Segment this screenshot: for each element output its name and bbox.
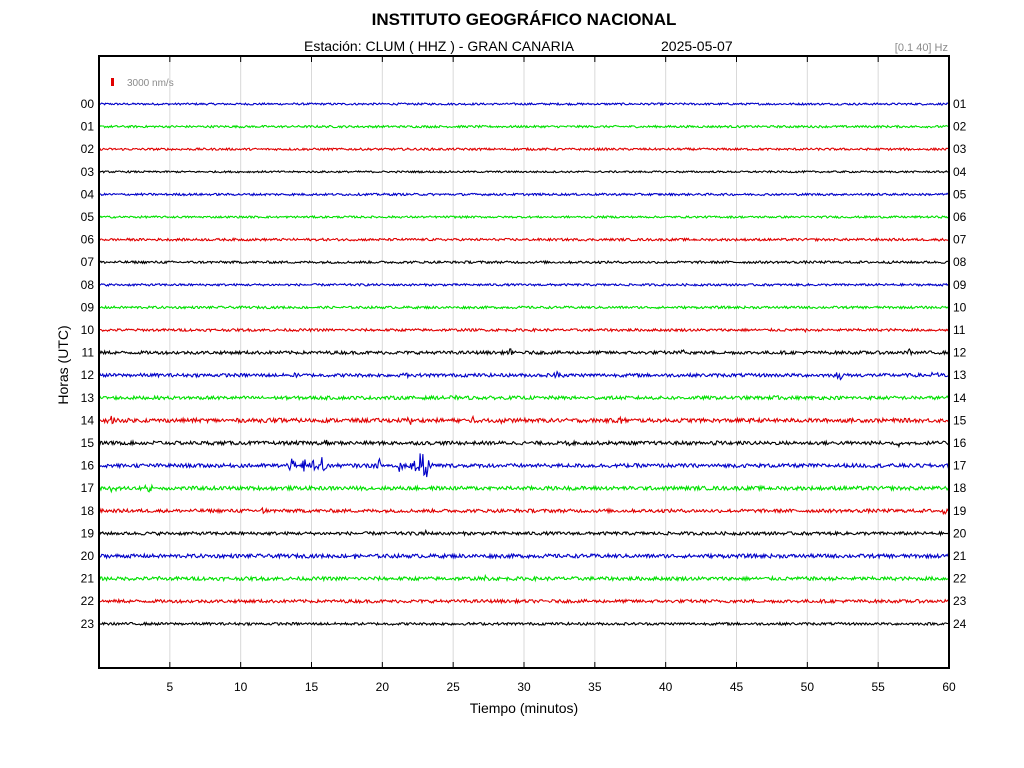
date-label: 2025-05-07 — [661, 38, 733, 54]
trace-hour-08 — [98, 282, 950, 288]
trace-hour-05 — [98, 214, 950, 220]
hour-label-right: 16 — [953, 436, 967, 450]
hour-label-left: 04 — [81, 187, 95, 201]
hour-label-left: 13 — [81, 391, 95, 405]
hour-label-right: 03 — [953, 142, 967, 156]
hour-label-right: 20 — [953, 526, 967, 540]
scale-bar — [111, 78, 114, 86]
hour-label-left: 03 — [81, 165, 95, 179]
hour-label-left: 08 — [81, 278, 95, 292]
trace-hour-02 — [98, 146, 950, 152]
x-tick-label: 5 — [166, 680, 173, 694]
trace-hour-22 — [98, 597, 950, 605]
hour-label-right: 15 — [953, 413, 967, 427]
x-tick-label: 50 — [801, 680, 815, 694]
hour-label-left: 02 — [81, 142, 95, 156]
hour-label-left: 20 — [81, 549, 95, 563]
traces — [98, 101, 950, 627]
hour-label-left: 10 — [81, 323, 95, 337]
trace-hour-03 — [98, 169, 950, 174]
hour-label-left: 18 — [81, 504, 95, 518]
hour-label-right: 19 — [953, 504, 967, 518]
hour-labels: 00 01 02 03 04 05 06 07 08 09 10 11 12 13 14 15 16 17 18 19… — [81, 97, 967, 631]
hour-label-left: 00 — [81, 97, 95, 111]
filter-band-label: [0.1 40] Hz — [894, 42, 948, 54]
hour-label-right: 17 — [953, 459, 967, 473]
trace-hour-10 — [98, 327, 950, 334]
x-axis-label: Tiempo (minutos) — [469, 700, 579, 716]
trace-hour-07 — [98, 259, 950, 265]
trace-hour-23 — [98, 621, 950, 627]
trace-hour-15 — [98, 439, 950, 449]
hour-label-left: 09 — [81, 300, 95, 314]
hour-label-left: 23 — [81, 617, 95, 631]
x-tick-label: 60 — [942, 680, 956, 694]
trace-hour-16 — [99, 453, 950, 478]
trace-hour-12 — [98, 370, 950, 381]
hour-label-right: 10 — [953, 300, 967, 314]
trace-hour-01 — [98, 124, 950, 129]
hour-label-right: 21 — [953, 549, 967, 563]
trace-hour-21 — [98, 573, 950, 583]
hour-label-right: 23 — [953, 594, 967, 608]
trace-hour-17 — [98, 483, 950, 494]
hour-label-right: 24 — [953, 617, 967, 631]
trace-hour-19 — [98, 528, 950, 537]
hour-label-right: 04 — [953, 165, 967, 179]
hour-label-left: 21 — [81, 572, 95, 586]
hour-label-right: 12 — [953, 346, 967, 360]
trace-hour-09 — [98, 304, 950, 310]
hour-label-left: 07 — [81, 255, 95, 269]
hour-label-left: 22 — [81, 594, 95, 608]
trace-hour-18 — [98, 506, 950, 516]
trace-hour-00 — [98, 101, 950, 107]
hour-label-left: 17 — [81, 481, 95, 495]
hour-label-right: 09 — [953, 278, 967, 292]
trace-hour-13 — [98, 394, 950, 402]
hour-label-right: 01 — [953, 97, 967, 111]
hour-label-left: 06 — [81, 233, 95, 247]
trace-hour-20 — [98, 552, 950, 560]
x-tick-label: 25 — [446, 680, 460, 694]
hour-label-right: 11 — [953, 323, 966, 337]
hour-label-left: 14 — [81, 413, 95, 427]
trace-hour-14 — [98, 414, 950, 425]
grid-lines — [169, 56, 879, 668]
x-tick-label: 45 — [730, 680, 744, 694]
hour-label-right: 08 — [953, 255, 967, 269]
trace-hour-11 — [98, 348, 950, 357]
x-tick-label: 20 — [376, 680, 390, 694]
x-tick-label: 10 — [234, 680, 248, 694]
hour-label-left: 05 — [81, 210, 95, 224]
hour-label-left: 15 — [81, 436, 95, 450]
trace-hour-06 — [98, 237, 950, 243]
hour-label-right: 18 — [953, 481, 967, 495]
chart-title: INSTITUTO GEOGRÁFICO NACIONAL — [371, 10, 677, 29]
hour-label-right: 13 — [953, 368, 967, 382]
scale-bar-label: 3000 nm/s — [127, 78, 174, 89]
x-tick-label: 30 — [517, 680, 531, 694]
station-label: Estación: CLUM ( HHZ ) - GRAN CANARIA — [304, 38, 574, 54]
hour-label-right: 07 — [953, 233, 967, 247]
plot-frame — [98, 55, 950, 669]
hour-label-right: 14 — [953, 391, 967, 405]
x-tick-label: 15 — [305, 680, 319, 694]
hour-label-left: 01 — [81, 120, 95, 134]
hour-label-right: 06 — [953, 210, 967, 224]
hour-label-left: 16 — [81, 459, 95, 473]
hour-label-right: 02 — [953, 120, 967, 134]
hour-label-right: 22 — [953, 572, 967, 586]
x-tick-label: 55 — [871, 680, 885, 694]
hour-label-left: 12 — [81, 368, 95, 382]
hour-label-left: 11 — [82, 346, 95, 360]
x-tick-label: 35 — [588, 680, 602, 694]
trace-hour-04 — [98, 192, 950, 197]
hour-label-left: 19 — [81, 526, 95, 540]
hour-label-right: 05 — [953, 187, 967, 201]
x-tick-label: 40 — [659, 680, 673, 694]
